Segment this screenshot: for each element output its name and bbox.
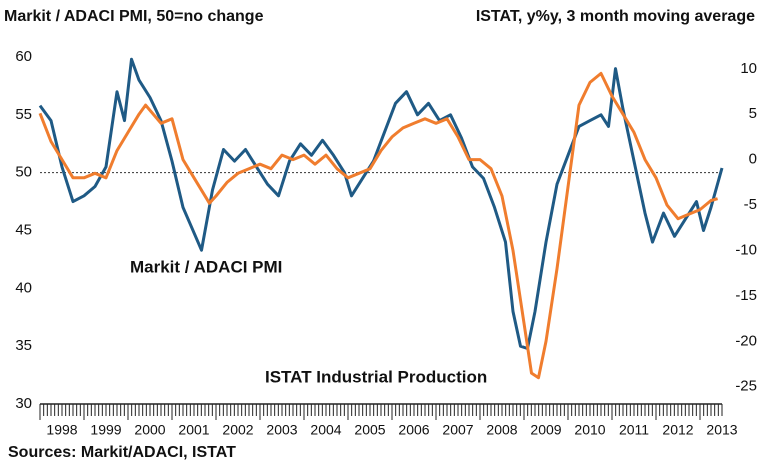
series-line bbox=[38, 57, 724, 350]
x-tick-label: 2007 bbox=[442, 422, 473, 438]
source: Sources: Markit/ADACI, ISTAT bbox=[8, 444, 236, 461]
x-tick-label: 2009 bbox=[530, 422, 561, 438]
y-tick-label: 35 bbox=[15, 337, 32, 354]
y-tick-label: 40 bbox=[15, 279, 32, 296]
y2-tick-label: -15 bbox=[735, 287, 757, 304]
x-tick-label: 2005 bbox=[354, 422, 385, 438]
y2-tick-label: 5 bbox=[749, 105, 757, 122]
y2-tick-label: -20 bbox=[735, 332, 757, 349]
y2-tick-label: -5 bbox=[744, 196, 757, 213]
x-tick-label: 2011 bbox=[619, 422, 649, 438]
x-tick-label: 2006 bbox=[398, 422, 429, 438]
x-tick-label: 2013 bbox=[706, 422, 737, 438]
x-tick-label: 2003 bbox=[266, 422, 297, 438]
y-tick-label: 60 bbox=[15, 48, 32, 65]
y2-tick-label: 0 bbox=[749, 151, 757, 168]
x-tick-label: 2012 bbox=[662, 422, 693, 438]
x-tick-label: 2010 bbox=[574, 422, 605, 438]
chart-title: Markit / ADACI PMI, 50=no change bbox=[4, 8, 264, 25]
series-label: Markit / ADACI PMI bbox=[130, 257, 282, 276]
x-tick-label: 1999 bbox=[90, 422, 121, 438]
x-tick-label: 2000 bbox=[134, 422, 165, 438]
series-line bbox=[38, 71, 718, 380]
y2-tick-label: -25 bbox=[735, 378, 757, 395]
chart-subtitle: ISTAT, y%y, 3 month moving average bbox=[476, 8, 755, 25]
y2-tick-label: -10 bbox=[735, 241, 757, 258]
y-tick-label: 30 bbox=[15, 395, 32, 412]
x-tick-label: 2004 bbox=[310, 422, 341, 438]
series-label: ISTAT Industrial Production bbox=[265, 367, 487, 386]
y-tick-label: 50 bbox=[15, 164, 32, 181]
y2-tick-label: 10 bbox=[740, 60, 757, 77]
x-tick-label: 2002 bbox=[222, 422, 253, 438]
x-tick-label: 1998 bbox=[46, 422, 77, 438]
y-tick-label: 45 bbox=[15, 221, 32, 238]
y-tick-label: 55 bbox=[15, 106, 32, 123]
x-tick-label: 2001 bbox=[178, 422, 209, 438]
x-tick-label: 2008 bbox=[486, 422, 517, 438]
